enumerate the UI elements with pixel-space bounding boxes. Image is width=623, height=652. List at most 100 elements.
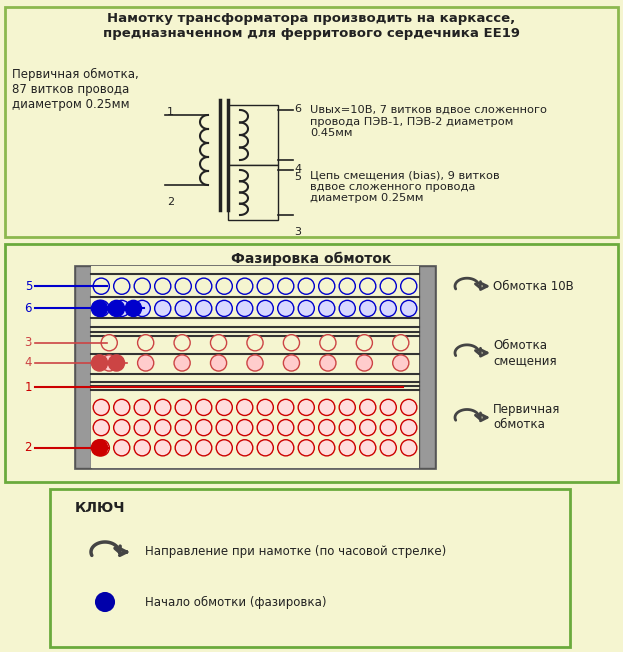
Circle shape	[320, 334, 336, 351]
Circle shape	[216, 419, 232, 436]
Text: Фазировка обмоток: Фазировка обмоток	[231, 252, 392, 266]
Circle shape	[125, 301, 141, 316]
Circle shape	[175, 419, 191, 436]
Text: Начало обмотки (фазировка): Начало обмотки (фазировка)	[145, 595, 326, 608]
Circle shape	[237, 278, 253, 294]
Circle shape	[298, 419, 315, 436]
Circle shape	[92, 301, 108, 316]
Text: 1: 1	[167, 107, 174, 117]
Bar	[91, 266, 419, 468]
Text: Направление при намотке (по часовой стрелке): Направление при намотке (по часовой стре…	[145, 546, 446, 559]
Circle shape	[155, 278, 171, 294]
Circle shape	[283, 355, 300, 371]
Circle shape	[359, 278, 376, 294]
Circle shape	[320, 355, 336, 371]
Circle shape	[113, 439, 130, 456]
Circle shape	[401, 419, 417, 436]
Text: 5: 5	[25, 280, 32, 293]
Bar	[75, 266, 435, 468]
Circle shape	[298, 399, 315, 415]
Circle shape	[92, 439, 108, 456]
Circle shape	[93, 301, 109, 316]
Circle shape	[298, 278, 315, 294]
Circle shape	[96, 593, 114, 611]
Circle shape	[174, 355, 190, 371]
Circle shape	[175, 439, 191, 456]
Circle shape	[134, 419, 150, 436]
Bar	[75, 266, 91, 468]
Circle shape	[257, 301, 273, 316]
Circle shape	[113, 278, 130, 294]
Circle shape	[237, 301, 253, 316]
Circle shape	[339, 399, 355, 415]
Text: Первичная обмотка,
87 витков провода
диаметром 0.25мм: Первичная обмотка, 87 витков провода диа…	[12, 68, 139, 111]
Circle shape	[283, 334, 300, 351]
Circle shape	[134, 399, 150, 415]
Text: 3: 3	[294, 227, 301, 237]
Circle shape	[401, 439, 417, 456]
Text: Цепь смещения (bias), 9 витков
вдвое сложенного провода
диаметром 0.25мм: Цепь смещения (bias), 9 витков вдвое сло…	[310, 170, 500, 203]
Circle shape	[211, 334, 227, 351]
Circle shape	[196, 439, 212, 456]
Circle shape	[93, 439, 109, 456]
Text: 6: 6	[24, 302, 32, 315]
Circle shape	[155, 419, 171, 436]
Circle shape	[359, 301, 376, 316]
Circle shape	[237, 439, 253, 456]
Circle shape	[155, 439, 171, 456]
Circle shape	[247, 355, 263, 371]
Circle shape	[101, 334, 117, 351]
Text: 6: 6	[294, 104, 301, 114]
Circle shape	[196, 278, 212, 294]
Circle shape	[380, 399, 396, 415]
Text: Обмотка
смещения: Обмотка смещения	[493, 339, 556, 367]
Circle shape	[257, 439, 273, 456]
Circle shape	[113, 419, 130, 436]
Circle shape	[155, 399, 171, 415]
Circle shape	[359, 419, 376, 436]
Bar	[228, 105, 278, 165]
Circle shape	[380, 419, 396, 436]
Text: 2: 2	[167, 197, 174, 207]
Circle shape	[175, 301, 191, 316]
Circle shape	[175, 278, 191, 294]
Circle shape	[196, 399, 212, 415]
Circle shape	[93, 419, 109, 436]
Circle shape	[216, 439, 232, 456]
Circle shape	[257, 278, 273, 294]
Circle shape	[401, 399, 417, 415]
Bar	[50, 489, 570, 647]
Circle shape	[108, 355, 125, 371]
Circle shape	[319, 419, 335, 436]
Circle shape	[257, 399, 273, 415]
Circle shape	[134, 278, 150, 294]
Circle shape	[134, 301, 150, 316]
Circle shape	[216, 278, 232, 294]
Circle shape	[392, 355, 409, 371]
Circle shape	[392, 334, 409, 351]
Circle shape	[278, 301, 294, 316]
Circle shape	[93, 399, 109, 415]
Bar	[5, 7, 618, 237]
Circle shape	[359, 399, 376, 415]
Circle shape	[278, 439, 294, 456]
Circle shape	[257, 419, 273, 436]
Circle shape	[92, 355, 108, 371]
Bar	[5, 244, 618, 482]
Circle shape	[278, 399, 294, 415]
Circle shape	[339, 278, 355, 294]
Circle shape	[401, 278, 417, 294]
Text: 3: 3	[25, 336, 32, 349]
Circle shape	[155, 301, 171, 316]
Circle shape	[380, 439, 396, 456]
Circle shape	[216, 399, 232, 415]
Circle shape	[113, 301, 130, 316]
Circle shape	[359, 439, 376, 456]
Text: 4: 4	[24, 357, 32, 370]
Circle shape	[319, 399, 335, 415]
Circle shape	[298, 439, 315, 456]
Circle shape	[319, 439, 335, 456]
Bar	[419, 266, 435, 468]
Circle shape	[298, 301, 315, 316]
Text: 1: 1	[24, 381, 32, 394]
